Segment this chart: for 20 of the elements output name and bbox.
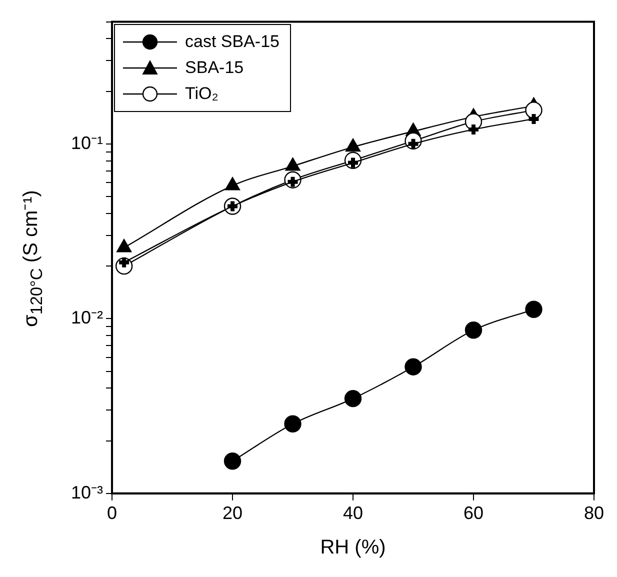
x-axis-title: RH (%) [320,536,386,559]
x-tick-label: 60 [463,503,484,524]
legend-label: SBA-15 [185,58,244,78]
point [224,452,242,470]
point [525,102,542,119]
point [404,358,422,376]
y-tick-label: 10⁻¹ [71,132,104,153]
point [286,174,300,189]
x-tick-label: 20 [222,503,243,524]
point [464,322,482,339]
point [344,390,362,408]
x-tick-label: 80 [584,503,604,524]
x-tick-label: 0 [107,503,118,524]
legend-label: TiO₂ [185,84,218,104]
x-tick-label: 40 [342,503,364,524]
point [284,415,302,432]
y-tick-label: 10⁻³ [71,482,104,502]
point [525,300,542,318]
y-tick-label: 10⁻² [71,308,104,328]
legend-label: cast SBA-15 [185,32,280,52]
